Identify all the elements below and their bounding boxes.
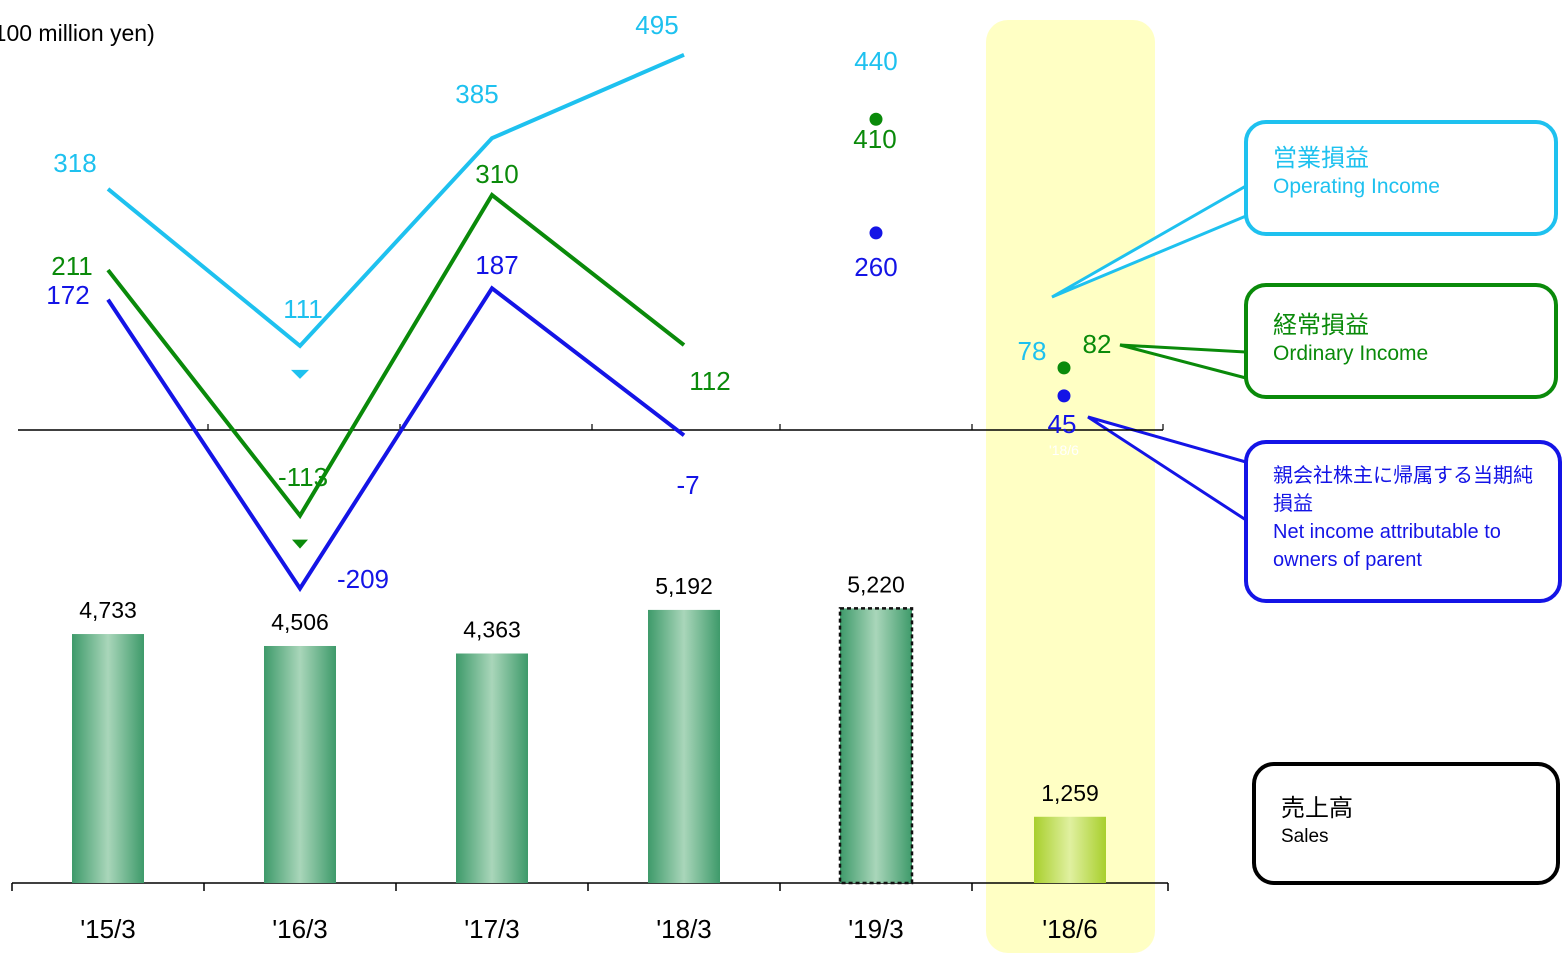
highlight-column (986, 20, 1155, 953)
sales-value-label: 5,220 (847, 571, 905, 597)
ordinary-value-label: 310 (475, 159, 518, 189)
operating-dip-marker (291, 369, 309, 379)
operating-value-label: 111 (283, 294, 323, 324)
legend-net-jp: 親会社株主に帰属する当期純損益 (1273, 465, 1533, 515)
net-value-label: -7 (676, 470, 699, 500)
operating-value-label: 318 (53, 148, 96, 178)
category-label: '17/3 (464, 914, 520, 944)
legend-sales-en: Sales (1281, 826, 1329, 847)
legend-operating-income: 営業損益 Operating Income (1244, 120, 1558, 236)
sales-bars (72, 607, 1106, 885)
sales-value-label: 4,506 (271, 609, 329, 635)
ordinary-income-line (106, 192, 686, 520)
ordinary-forecast-point (869, 112, 883, 126)
sales-bar (72, 634, 144, 883)
sales-value-label: 4,363 (463, 617, 521, 643)
ghost-period-label: '18/6 (1049, 442, 1079, 458)
net-value-label: -209 (337, 564, 389, 594)
net-current-point (1057, 389, 1071, 403)
net-income-line (106, 285, 686, 593)
legend-ordinary-income: 経常損益 Ordinary Income (1244, 283, 1558, 399)
net-value-label: 45 (1048, 409, 1077, 439)
net-value-label: 172 (46, 280, 89, 310)
legend-net-en: Net income attributable to owners of par… (1273, 521, 1501, 571)
ordinary-value-label: 410 (853, 124, 896, 154)
ordinary-value-label: 82 (1083, 329, 1112, 359)
ordinary-value-label: 112 (689, 366, 730, 396)
category-label: '15/3 (80, 914, 136, 944)
sales-bar (838, 607, 914, 885)
legend-ordinary-jp: 経常損益 (1273, 312, 1369, 339)
ordinary-current-point (1057, 361, 1071, 375)
operating-value-label: 440 (854, 46, 897, 76)
legend-operating-jp: 営業損益 (1273, 145, 1369, 172)
operating-value-label: 385 (455, 79, 498, 109)
sales-value-label: 4,733 (79, 597, 137, 623)
category-label: '18/6 (1042, 914, 1098, 944)
sales-bar (648, 609, 720, 883)
legend-sales: 売上高 Sales (1252, 762, 1560, 885)
income-lines (106, 52, 1071, 593)
operating-income-line (106, 52, 685, 349)
axis-ticks (11, 424, 1169, 891)
legend-sales-jp: 売上高 (1281, 795, 1353, 822)
value-labels: 4,733 4,506 4,363 5,192 5,220 1,259 '15/3 '16/3… (46, 10, 1111, 944)
legend-connectors (1051, 183, 1248, 523)
ordinary-value-label: -113 (278, 462, 328, 492)
sales-value-label: 1,259 (1041, 780, 1099, 806)
unit-label: (100 million yen) (0, 20, 155, 46)
operating-value-label: 78 (1018, 336, 1047, 366)
legend-net-income: 親会社株主に帰属する当期純損益 Net income attributable … (1244, 440, 1562, 603)
category-label: '16/3 (272, 914, 328, 944)
net-value-label: 260 (854, 252, 897, 282)
sales-bar (456, 653, 528, 883)
ordinary-value-label: 211 (51, 251, 92, 281)
legend-ordinary-en: Ordinary Income (1273, 342, 1429, 365)
sales-bar (1034, 816, 1106, 883)
net-forecast-point (869, 226, 883, 240)
legend-operating-en: Operating Income (1273, 175, 1440, 198)
sales-value-label: 5,192 (655, 573, 713, 599)
category-label: '19/3 (848, 914, 904, 944)
operating-value-label: 495 (635, 10, 678, 40)
category-label: '18/3 (656, 914, 712, 944)
ordinary-dip-marker (292, 539, 308, 549)
net-value-label: 187 (475, 250, 518, 280)
sales-bar (264, 645, 336, 883)
